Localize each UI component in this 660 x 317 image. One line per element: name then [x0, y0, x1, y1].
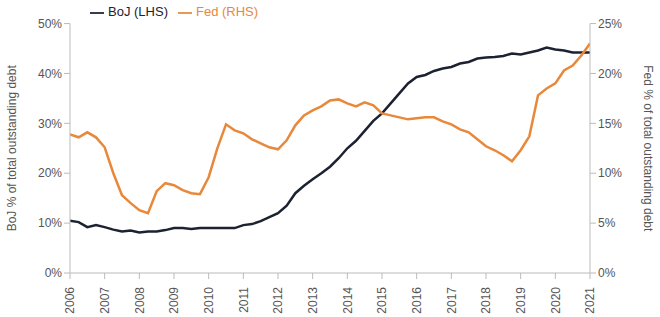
- svg-text:2010: 2010: [202, 287, 216, 314]
- html-text:Fed (RHS): Fed (RHS): [196, 4, 259, 19]
- svg-text:10%: 10%: [38, 216, 62, 230]
- svg-text:2012: 2012: [271, 287, 285, 314]
- html-text:BoJ (LHS): BoJ (LHS): [108, 4, 168, 19]
- svg-text:20%: 20%: [598, 67, 622, 81]
- svg-text:2007: 2007: [98, 287, 112, 314]
- svg-text:20%: 20%: [38, 166, 62, 180]
- svg-text:2008: 2008: [133, 287, 147, 314]
- svg-text:BoJ % of total outstanding deb: BoJ % of total outstanding debt: [8, 65, 19, 232]
- svg-text:2018: 2018: [479, 287, 493, 314]
- svg-text:2009: 2009: [167, 287, 181, 314]
- svg-text:2011: 2011: [237, 287, 251, 313]
- svg-text:0%: 0%: [45, 266, 63, 280]
- svg-text:2017: 2017: [445, 287, 459, 314]
- svg-text:0%: 0%: [598, 266, 616, 280]
- svg-text:2013: 2013: [306, 287, 320, 314]
- svg-text:5%: 5%: [598, 216, 616, 230]
- svg-text:15%: 15%: [598, 117, 622, 131]
- svg-text:2006: 2006: [63, 287, 77, 314]
- svg-text:2015: 2015: [375, 287, 389, 314]
- svg-text:30%: 30%: [38, 117, 62, 131]
- svg-text:25%: 25%: [598, 17, 622, 31]
- svg-text:2016: 2016: [410, 287, 424, 314]
- svg-text:2021: 2021: [583, 287, 597, 314]
- svg-text:2014: 2014: [341, 287, 355, 314]
- svg-text:40%: 40%: [38, 67, 62, 81]
- svg-text:Fed % of total outstanding deb: Fed % of total outstanding debt: [641, 65, 652, 232]
- svg-text:2019: 2019: [514, 287, 528, 314]
- svg-text:10%: 10%: [598, 166, 622, 180]
- svg-text:50%: 50%: [38, 17, 62, 31]
- svg-text:2020: 2020: [549, 287, 563, 314]
